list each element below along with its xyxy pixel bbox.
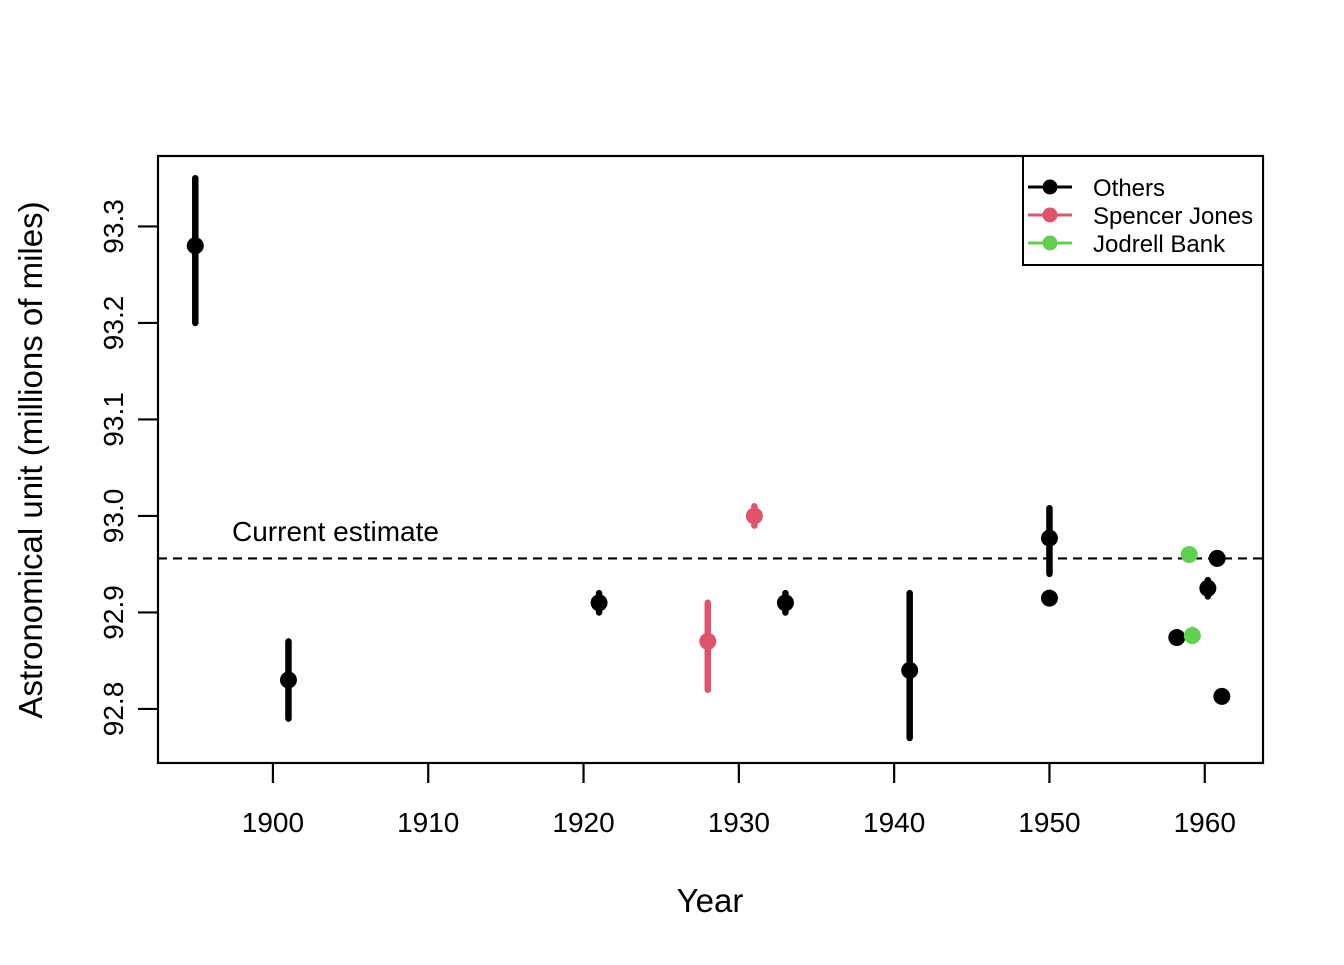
data-point xyxy=(699,632,717,650)
data-point xyxy=(186,237,204,255)
y-tick-label: 92.9 xyxy=(98,585,129,640)
data-point xyxy=(1180,546,1198,564)
data-points xyxy=(186,174,1231,742)
y-tick-label: 93.3 xyxy=(98,199,129,254)
y-tick-label: 93.2 xyxy=(98,296,129,351)
y-axis-title: Astronomical unit (millions of miles) xyxy=(12,201,49,718)
data-point xyxy=(1040,529,1058,547)
y-axis: 92.8 92.9 93.0 93.1 93.2 93.3 xyxy=(98,199,158,736)
data-point xyxy=(1168,629,1186,647)
legend: Others Spencer Jones Jodrell Bank xyxy=(1022,155,1264,266)
current-estimate-label: Current estimate xyxy=(232,516,439,547)
x-tick-label: 1940 xyxy=(863,807,925,838)
x-tick-label: 1910 xyxy=(397,807,459,838)
x-tick-label: 1950 xyxy=(1018,807,1080,838)
data-point xyxy=(776,594,794,612)
data-point xyxy=(1199,579,1217,597)
data-point xyxy=(590,594,608,612)
y-tick-label: 93.0 xyxy=(98,489,129,544)
plot-area xyxy=(156,154,1265,765)
data-point xyxy=(1040,589,1058,607)
data-point xyxy=(1213,687,1231,705)
data-point xyxy=(1183,627,1201,645)
data-point xyxy=(279,671,297,689)
x-tick-label: 1930 xyxy=(708,807,770,838)
x-tick-label: 1900 xyxy=(242,807,304,838)
x-axis: 1900 1910 1920 1930 1940 1950 1960 xyxy=(242,763,1236,838)
legend-dot-others xyxy=(1042,179,1058,195)
legend-label-spencer-jones: Spencer Jones xyxy=(1093,203,1253,230)
legend-label-others: Others xyxy=(1093,175,1165,202)
data-point xyxy=(901,661,919,679)
data-point xyxy=(1208,549,1226,567)
x-axis-title: Year xyxy=(677,882,744,919)
y-tick-label: 92.8 xyxy=(98,682,129,737)
legend-dot-spencer-jones xyxy=(1042,207,1058,223)
legend-dot-jodrell-bank xyxy=(1042,235,1058,251)
data-point xyxy=(745,507,763,525)
y-tick-label: 93.1 xyxy=(98,392,129,447)
x-tick-label: 1960 xyxy=(1174,807,1236,838)
legend-label-jodrell-bank: Jodrell Bank xyxy=(1093,231,1226,258)
legend-box xyxy=(1022,155,1264,266)
x-tick-label: 1920 xyxy=(552,807,614,838)
